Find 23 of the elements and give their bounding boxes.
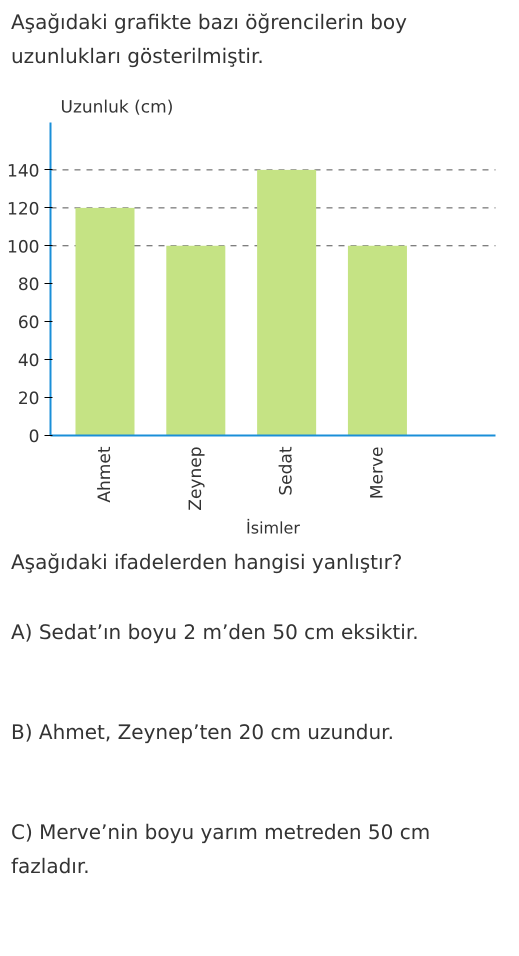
x-tick-label: Zeynep (186, 446, 206, 511)
bar (257, 170, 316, 436)
bar (348, 246, 407, 436)
y-tick-label: 80 (18, 275, 40, 296)
y-tick-label: 140 (7, 161, 40, 182)
text: B) Ahmet, Zeynep’ten 20 cm uzundur. (11, 719, 394, 746)
x-tick-label: Merve (367, 446, 388, 500)
bar (75, 208, 135, 436)
text: A) Sedat’ın boyu 2 m’den 50 cm eksiktir. (11, 619, 419, 646)
x-tick-label: Sedat (276, 446, 297, 496)
text: Aşağıdaki ifadelerden hangisi yanlıştır? (11, 549, 402, 576)
bar (166, 246, 226, 436)
text: C) Merve’nin boyu yarım metreden 50 cm fazladır. (11, 819, 432, 880)
x-tick-label: Ahmet (94, 446, 115, 503)
y-tick-label: 0 (28, 427, 40, 447)
chart-title: Aşağıdaki grafikte bazı öğrencilerin boy uzunlukları gösterilmiştir. (11, 9, 408, 70)
y-tick-label: 60 (18, 313, 40, 334)
y-tick-label: 40 (18, 351, 40, 372)
y-tick-label: 120 (7, 199, 40, 220)
y-tick-label: 20 (18, 389, 40, 410)
y-tick-label: 100 (7, 237, 40, 258)
x-axis-title: İsimler (246, 518, 300, 538)
y-axis-title: Uzunluk (cm) (60, 98, 174, 118)
